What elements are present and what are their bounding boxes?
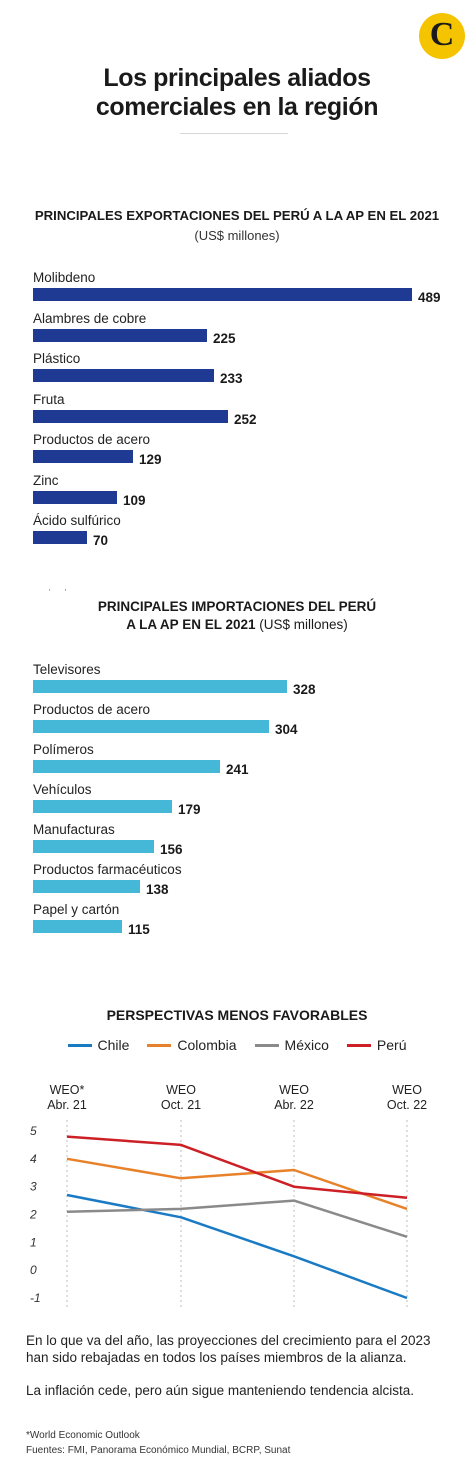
series-line-mexico	[66, 1199, 408, 1238]
exports-unit: (US$ millones)	[194, 228, 280, 243]
brand-logo-letter: C	[429, 16, 455, 53]
exp-bar-value: 225	[213, 330, 236, 346]
exp-bar	[33, 450, 133, 463]
exp-bar-value: 489	[418, 290, 441, 305]
exp-bar	[33, 409, 228, 423]
y-tick-label: 4	[30, 1152, 37, 1166]
x-tick-label-top: WEO	[279, 1083, 309, 1097]
y-tick-label: 3	[30, 1180, 37, 1194]
y-tick-label: 1	[30, 1235, 37, 1249]
exp-bar	[33, 531, 87, 544]
imp-bar	[33, 720, 269, 733]
legend-swatch-colombia	[147, 1043, 172, 1047]
paragraph-1: En lo que va del año, las proyecciones d…	[26, 1333, 431, 1365]
exp-bar	[33, 369, 214, 382]
legend-swatch-mexico	[254, 1043, 279, 1047]
imp-bar-value: 179	[178, 802, 201, 817]
exp-bar-label: Productos de acero	[33, 432, 151, 447]
imp-bar	[33, 880, 140, 893]
line-chart-legend: Chile Colombia México Perú	[0, 1037, 474, 1053]
exp-bar	[33, 288, 412, 301]
imp-bar	[33, 800, 172, 813]
imp-bar-value: 328	[293, 682, 316, 697]
exp-bar-label: Zinc	[33, 472, 59, 488]
exp-bar-value: 109	[123, 492, 146, 508]
imp-bar-label: Manufacturas	[33, 822, 115, 837]
imports-title-line2-wrap: A LA AP EN EL 2021 (US$ millones)	[0, 616, 474, 634]
legend-item-mexico: México	[254, 1037, 329, 1053]
footnote-sources: Fuentes: FMI, Panorama Económico Mundial…	[26, 1445, 291, 1456]
line-chart: 5 4 3 2 1 0 -1	[29, 1120, 408, 1310]
exp-bar-value: 233	[220, 371, 243, 386]
imp-bar-value: 138	[146, 882, 169, 897]
imp-bar-label: Productos farmacéuticos	[33, 862, 182, 877]
decorative-marks: ' '	[49, 588, 73, 597]
x-tick-label: WEO* Abr. 21	[37, 1083, 97, 1113]
exp-bar-value: 70	[93, 533, 109, 548]
imp-bar-label: Televisores	[33, 662, 101, 677]
exp-bar-label: Plástico	[33, 351, 81, 366]
page-title: Los principales aliados comerciales en l…	[95, 64, 379, 121]
exp-bar	[33, 328, 207, 342]
exp-bar-value: 129	[139, 452, 162, 467]
imp-bar	[33, 840, 154, 853]
imp-bar-label: Polímeros	[33, 742, 94, 757]
legend-label-chile: Chile	[97, 1037, 130, 1053]
series-line-peru	[66, 1135, 408, 1200]
exp-bar-value: 252	[234, 411, 257, 427]
x-tick-label-bottom: Oct. 22	[386, 1098, 428, 1112]
legend-label-colombia: Colombia	[177, 1037, 237, 1053]
x-tick-label: WEO Oct. 21	[151, 1083, 211, 1113]
imp-bar	[33, 760, 220, 773]
exports-title: PRINCIPALES EXPORTACIONES DEL PERÚ A LA …	[34, 208, 440, 223]
x-tick-label-top: WEO*	[49, 1083, 85, 1097]
x-tick-label-top: WEO	[166, 1083, 196, 1097]
y-tick-label: 0	[30, 1263, 37, 1277]
x-tick-label-top: WEO	[392, 1083, 422, 1097]
legend-item-peru: Perú	[346, 1037, 407, 1053]
exp-bar	[33, 490, 117, 504]
y-tick-label: 2	[29, 1208, 37, 1222]
legend-swatch-peru	[346, 1043, 371, 1047]
exp-bar-label: Molibdeno	[33, 270, 96, 285]
imports-title-line2: A LA AP EN EL 2021	[126, 617, 256, 632]
imp-bar-value: 241	[226, 762, 249, 777]
imports-title-line1: PRINCIPALES IMPORTACIONES DEL PERÚ	[97, 599, 377, 614]
legend-item-chile: Chile	[67, 1037, 130, 1053]
line-chart-title: PERSPECTIVAS MENOS FAVORABLES	[106, 1007, 368, 1023]
imp-bar	[33, 920, 122, 933]
x-tick-label: WEO Oct. 22	[377, 1083, 437, 1113]
brand-logo: C	[419, 13, 465, 59]
y-tick-label: 5	[30, 1124, 37, 1138]
paragraph-2: La inflación cede, pero aún sigue manten…	[26, 1383, 415, 1398]
footnote-weo: *World Economic Outlook	[26, 1430, 140, 1441]
x-tick-label-bottom: Oct. 21	[160, 1098, 202, 1112]
series-line-colombia	[66, 1157, 408, 1211]
imp-bar-label: Vehículos	[33, 782, 92, 797]
legend-label-peru: Perú	[376, 1037, 407, 1053]
x-tick-label-bottom: Abr. 22	[274, 1098, 314, 1112]
series-line-chile	[66, 1193, 408, 1300]
imp-bar-value: 304	[275, 722, 298, 737]
imp-bar	[33, 680, 287, 693]
x-tick-label-bottom: Abr. 21	[47, 1098, 87, 1112]
imp-bar-label: Productos de acero	[33, 702, 151, 717]
legend-label-mexico: México	[284, 1037, 329, 1053]
imp-bar-value: 115	[128, 922, 150, 937]
imp-bar-label: Papel y cartón	[33, 902, 120, 917]
imports-title: PRINCIPALES IMPORTACIONES DEL PERÚ A LA …	[0, 598, 474, 634]
exp-bar-label: Fruta	[33, 391, 65, 407]
exp-bar-label: Alambres de cobre	[33, 310, 147, 326]
x-tick-label: WEO Abr. 22	[264, 1083, 324, 1113]
imports-unit: (US$ millones)	[259, 617, 348, 632]
title-divider	[180, 133, 288, 134]
exp-bar-label: Ácido sulfúrico	[33, 513, 121, 528]
imp-bar-value: 156	[160, 842, 183, 857]
y-tick-label: -1	[30, 1291, 41, 1305]
legend-item-colombia: Colombia	[147, 1037, 237, 1053]
legend-swatch-chile	[67, 1043, 92, 1047]
